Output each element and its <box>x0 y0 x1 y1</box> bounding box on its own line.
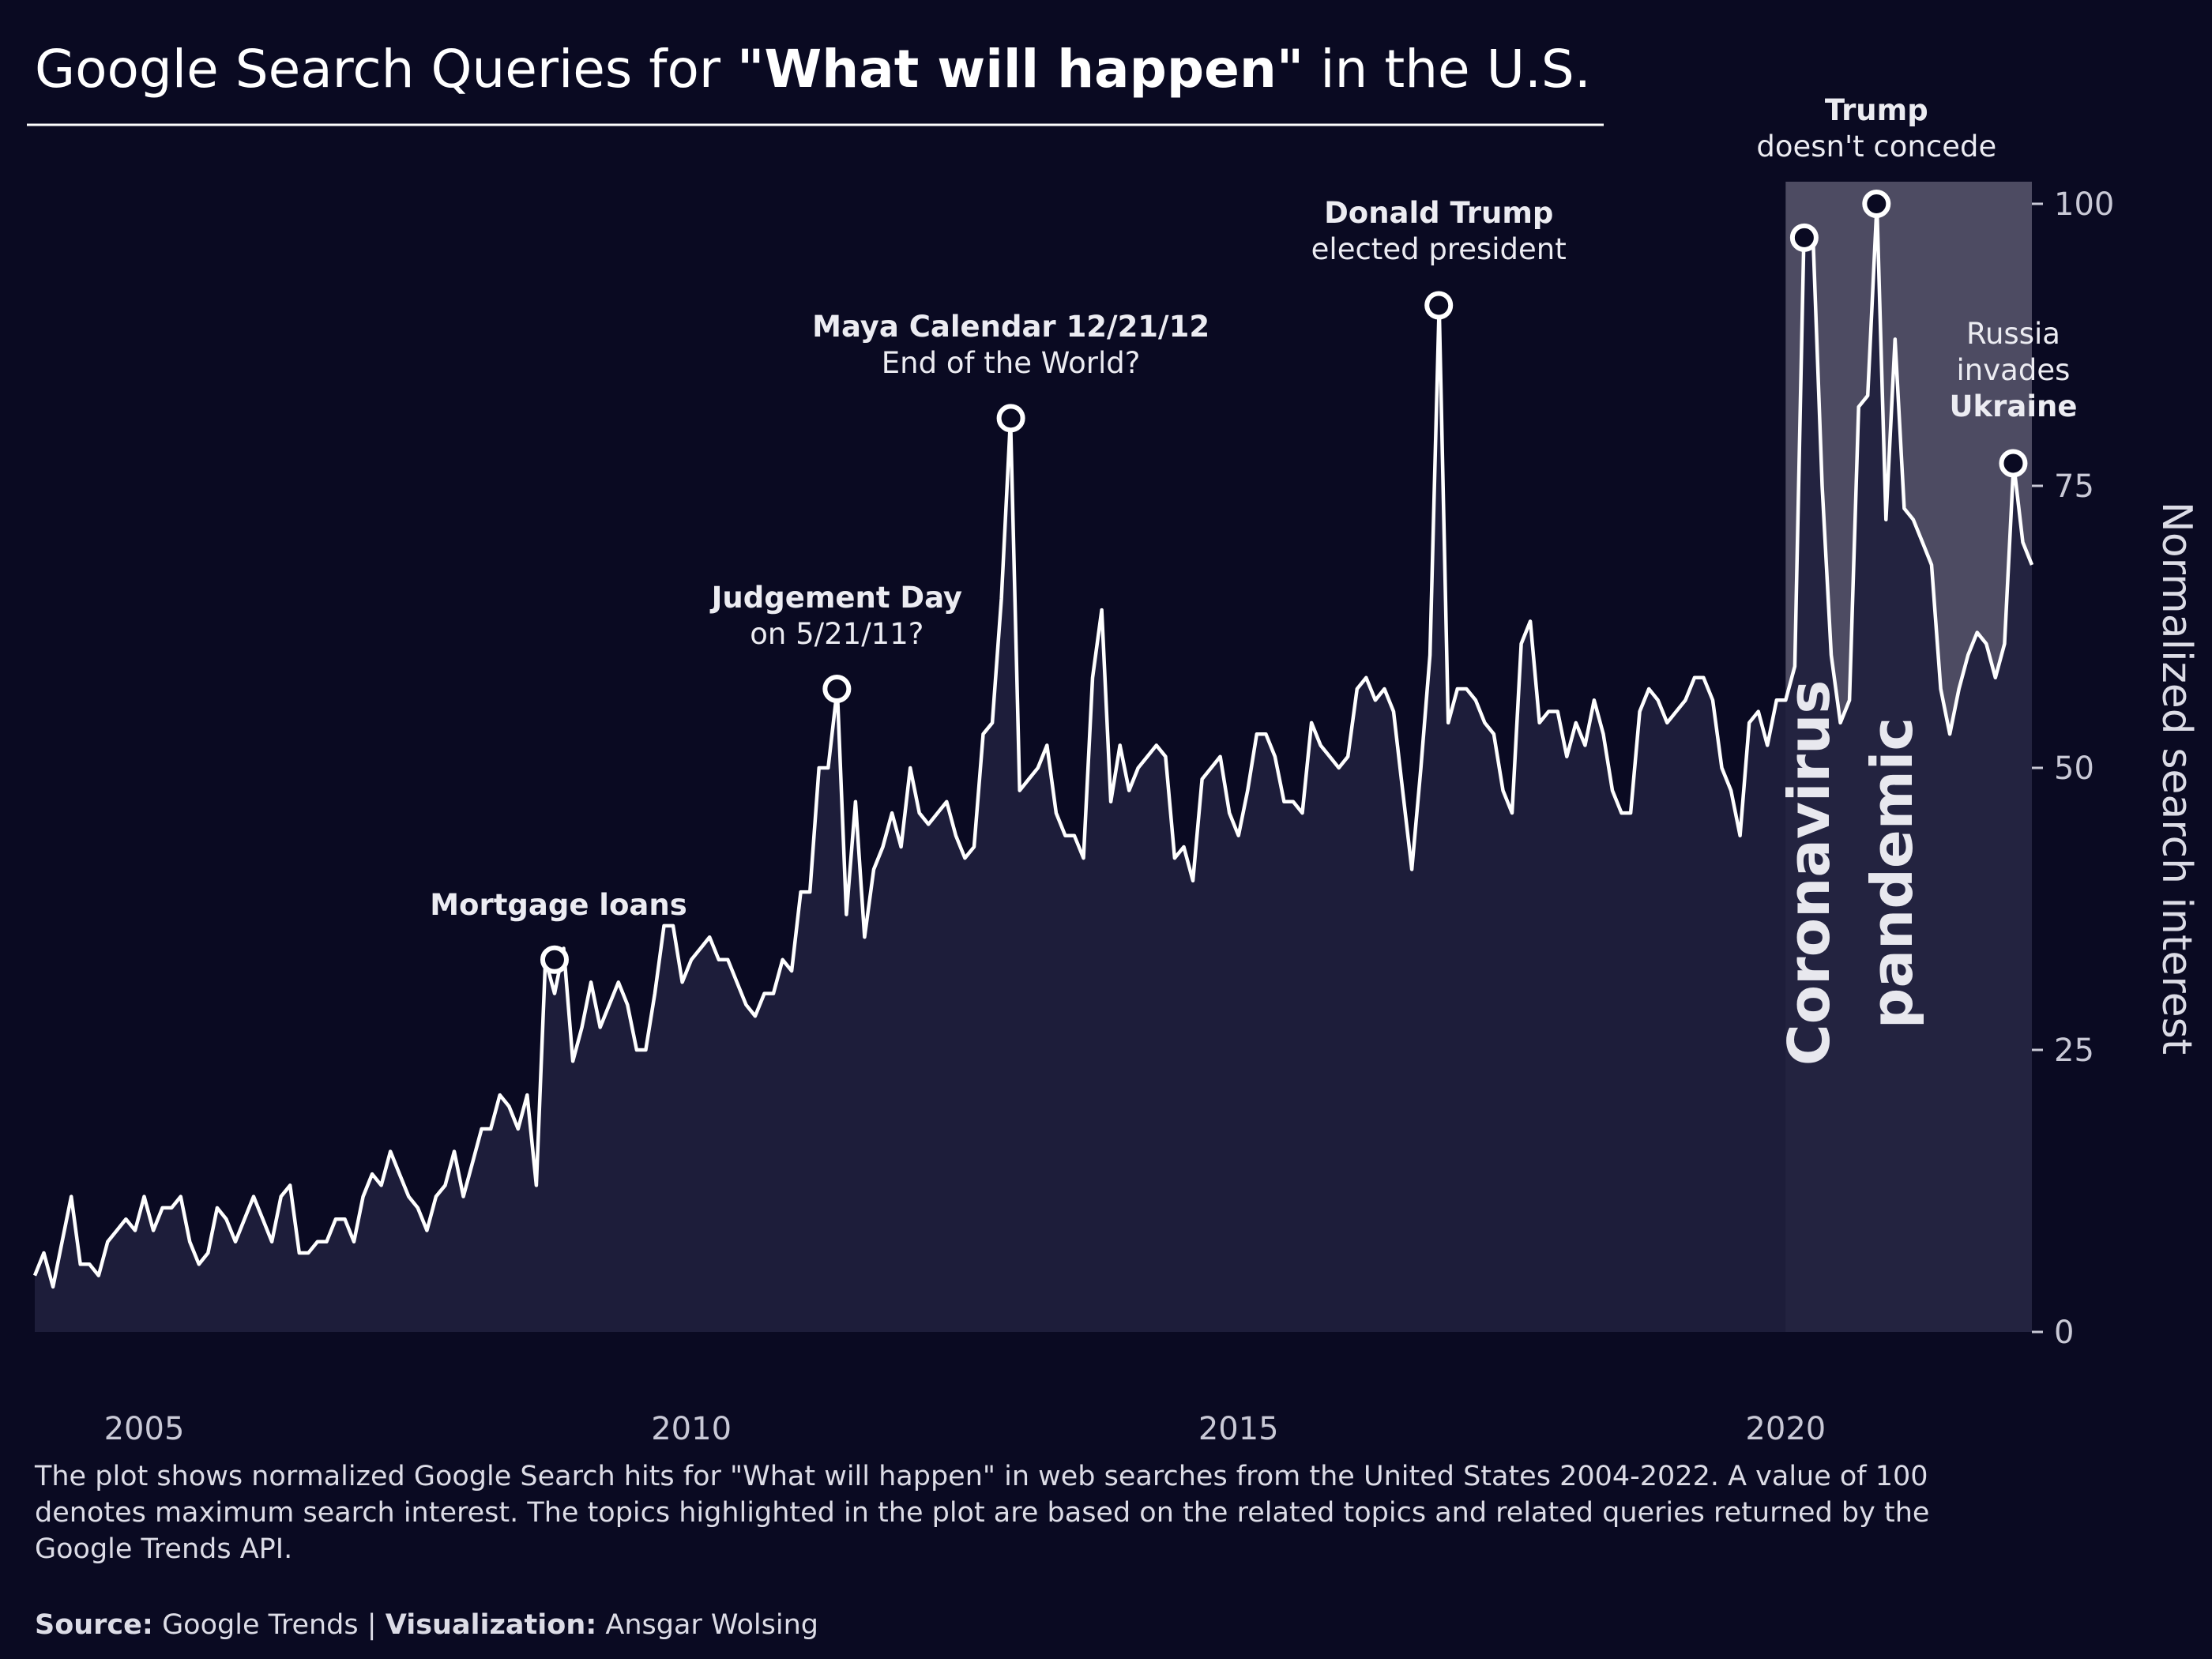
viz-value: Ansgar Wolsing <box>605 1609 818 1641</box>
y-axis-label: Normalized search interest <box>2153 502 2200 1055</box>
peak-marker <box>1789 223 1819 252</box>
annotation-russia-line3: Ukraine <box>1949 389 2077 423</box>
series-line <box>32 201 2034 1289</box>
x-tick-label: 2005 <box>104 1411 185 1447</box>
peak-marker <box>1862 190 1891 218</box>
source-label: Source: <box>35 1609 153 1641</box>
annotation-election-sub: elected president <box>1311 232 1567 266</box>
peak-marker <box>540 945 569 974</box>
annotation-russia-line1: Russia <box>1966 317 2060 351</box>
source-value: Google Trends <box>162 1609 359 1641</box>
x-tick-label: 2010 <box>651 1411 732 1447</box>
caption: The plot shows normalized Google Search … <box>35 1461 1930 1565</box>
y-tick-label: 0 <box>2054 1315 2074 1351</box>
x-tick-label: 2020 <box>1745 1411 1826 1447</box>
peak-marker <box>822 675 852 704</box>
annotation-judgement-title: Judgement Day <box>709 581 962 615</box>
pandemic-label-line1: Coronavirus <box>1776 680 1842 1066</box>
y-tick-label: 50 <box>2054 750 2094 787</box>
series-area <box>35 204 2032 1332</box>
annotation-maya-title: Maya Calendar 12/21/12 <box>812 310 1209 344</box>
source-line: Source: Google Trends | Visualization: A… <box>35 1607 2026 1643</box>
annotation-judgement-sub: on 5/21/11? <box>750 617 924 651</box>
annotation-concede-title: Trump <box>1825 93 1928 127</box>
annotation-maya-sub: End of the World? <box>882 346 1141 380</box>
y-tick-label: 100 <box>2054 186 2114 223</box>
pandemic-label: Coronavirus pandemic <box>1776 680 1925 1066</box>
peak-marker <box>1999 449 2028 478</box>
peak-marker <box>996 404 1025 433</box>
pandemic-label-line2: pandemic <box>1859 717 1925 1029</box>
source-separator: | <box>367 1609 377 1641</box>
peak-marker <box>1424 291 1454 320</box>
chart-title: Google Search Queries for "What will hap… <box>35 39 1591 100</box>
x-tick-label: 2015 <box>1198 1411 1279 1447</box>
annotation-concede-sub: doesn't concede <box>1756 130 1996 164</box>
annotation-mortgage-title: Mortgage loans <box>430 888 687 922</box>
y-tick-label: 25 <box>2054 1033 2094 1069</box>
y-tick-label: 75 <box>2054 468 2094 505</box>
viz-label: Visualization: <box>385 1609 597 1641</box>
annotation-election-title: Donald Trump <box>1324 196 1553 230</box>
annotation-russia-line2: invades <box>1957 353 2071 387</box>
